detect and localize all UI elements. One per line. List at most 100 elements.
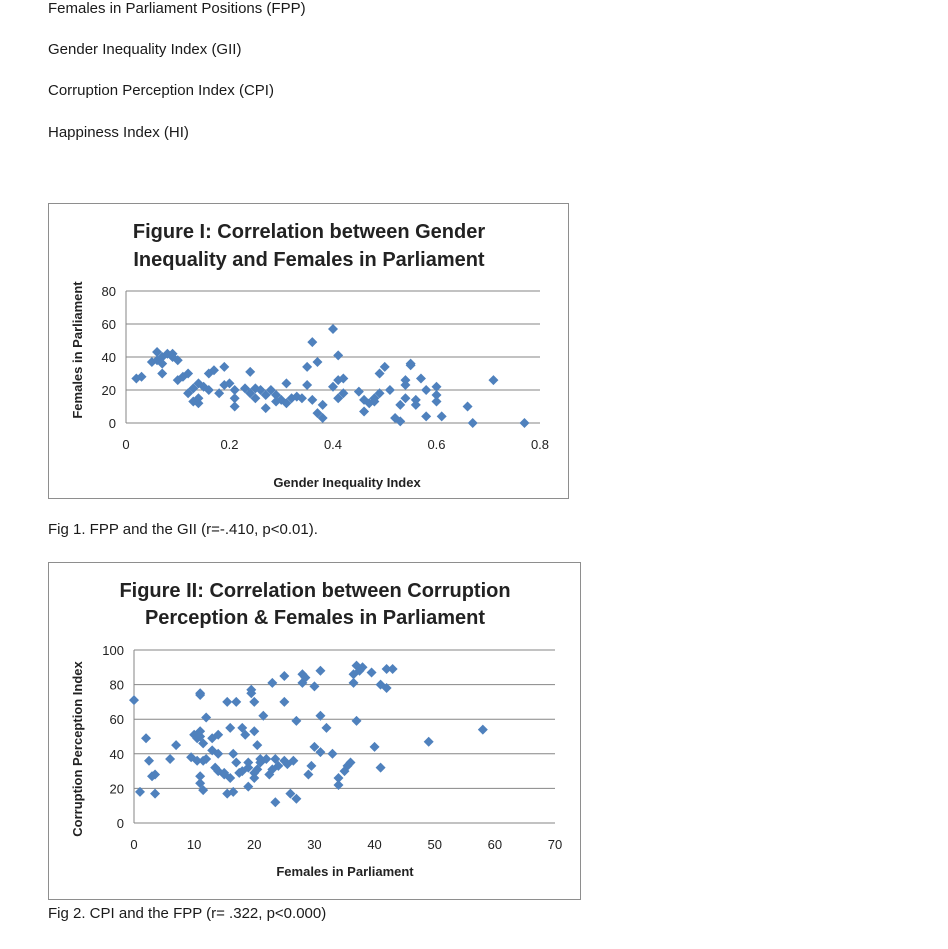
y-tick-label: 80: [102, 284, 116, 299]
data-point: [285, 788, 296, 799]
data-point: [183, 388, 194, 399]
data-point: [237, 766, 248, 777]
data-point: [410, 394, 421, 405]
data-point: [198, 785, 209, 796]
data-point: [477, 724, 488, 735]
data-point: [271, 389, 282, 400]
data-point: [369, 741, 380, 752]
x-tick-label: 0: [122, 437, 129, 452]
data-point: [395, 416, 406, 427]
data-point: [400, 393, 411, 404]
chart-title-line-2: Perception & Females in Parliament: [145, 607, 485, 629]
definition-gii: Gender Inequality Index (GII): [48, 41, 242, 58]
data-point: [198, 738, 209, 749]
data-point: [267, 677, 278, 688]
data-point: [203, 385, 214, 395]
data-point: [333, 773, 344, 784]
data-point: [353, 386, 364, 397]
data-point: [357, 662, 368, 673]
data-point: [261, 753, 272, 764]
data-point: [188, 383, 199, 394]
data-point: [300, 672, 311, 683]
data-point: [249, 726, 260, 737]
data-point: [195, 689, 206, 700]
data-point: [291, 715, 302, 726]
data-point: [213, 729, 224, 740]
data-point: [387, 664, 398, 675]
data-point: [150, 769, 161, 780]
data-point: [338, 373, 349, 384]
data-point: [229, 385, 240, 395]
data-point: [245, 388, 256, 399]
data-point: [348, 677, 359, 688]
data-point: [195, 778, 206, 789]
data-point: [317, 413, 328, 424]
data-point: [381, 664, 392, 675]
data-point: [193, 393, 204, 404]
data-point: [152, 347, 163, 358]
data-point: [157, 358, 168, 369]
data-point: [302, 361, 313, 372]
data-point: [431, 396, 442, 407]
data-point: [157, 352, 168, 362]
data-point: [195, 771, 206, 782]
data-point: [288, 755, 299, 766]
data-point: [225, 722, 236, 733]
x-axis-label: Gender Inequality Index: [273, 475, 421, 490]
data-point: [222, 696, 233, 707]
data-point: [384, 385, 395, 395]
plot-area: 0 20 40 60 80 0 0.2 0.4 0.6 0.8: [102, 284, 550, 452]
data-point: [229, 393, 240, 404]
x-tick-label: 0.2: [220, 437, 238, 452]
data-point: [306, 760, 317, 771]
data-point: [423, 736, 434, 747]
data-point: [333, 779, 344, 790]
data-point: [395, 399, 406, 410]
data-point: [366, 667, 377, 678]
data-point: [228, 748, 239, 759]
data-point: [379, 361, 390, 372]
y-tick-label: 80: [110, 678, 124, 693]
figure-2-caption: Fig 2. CPI and the FPP (r= .322, p<0.000…: [48, 905, 327, 922]
data-point: [281, 378, 292, 389]
data-point: [260, 403, 271, 414]
x-tick-label: 50: [427, 837, 441, 852]
data-point: [381, 683, 392, 694]
x-tick-label: 70: [548, 837, 562, 852]
data-point: [208, 365, 219, 376]
data-point: [171, 740, 182, 751]
figure-2-chart: Figure II: Correlation between Corruptio…: [48, 562, 581, 900]
data-point: [303, 769, 314, 780]
definition-cpi: Corruption Perception Index (CPI): [48, 82, 274, 99]
data-point: [374, 368, 385, 379]
data-point: [281, 398, 292, 409]
data-point: [273, 760, 284, 771]
data-point: [243, 757, 254, 768]
data-point: [421, 385, 432, 395]
data-point: [309, 741, 320, 752]
definition-fpp: Females in Parliament Positions (FPP): [48, 0, 306, 17]
data-point: [307, 337, 318, 348]
y-tick-label: 40: [102, 350, 116, 365]
data-point: [135, 786, 146, 797]
data-point: [201, 753, 212, 764]
data-point: [136, 371, 147, 382]
data-point: [415, 373, 426, 384]
data-point: [231, 696, 242, 707]
data-point: [172, 355, 183, 366]
y-tick-label: 0: [117, 816, 124, 831]
figure-1-caption: Fig 1. FPP and the GII (r=-.410, p<0.01)…: [48, 521, 318, 538]
y-axis-label: Females in Parliament: [70, 281, 85, 419]
y-tick-label: 60: [110, 712, 124, 727]
x-tick-label: 0: [130, 837, 137, 852]
data-point: [467, 418, 478, 428]
data-point: [312, 408, 323, 419]
data-point: [245, 366, 256, 377]
data-point: [201, 712, 212, 723]
data-point: [296, 393, 307, 404]
data-point: [258, 710, 269, 721]
data-point: [315, 710, 326, 721]
data-point: [351, 660, 362, 671]
data-point: [198, 381, 209, 392]
plot-area: 0 20 40 60 80 100 0 10 20 30 40 50 60 70: [102, 643, 562, 852]
